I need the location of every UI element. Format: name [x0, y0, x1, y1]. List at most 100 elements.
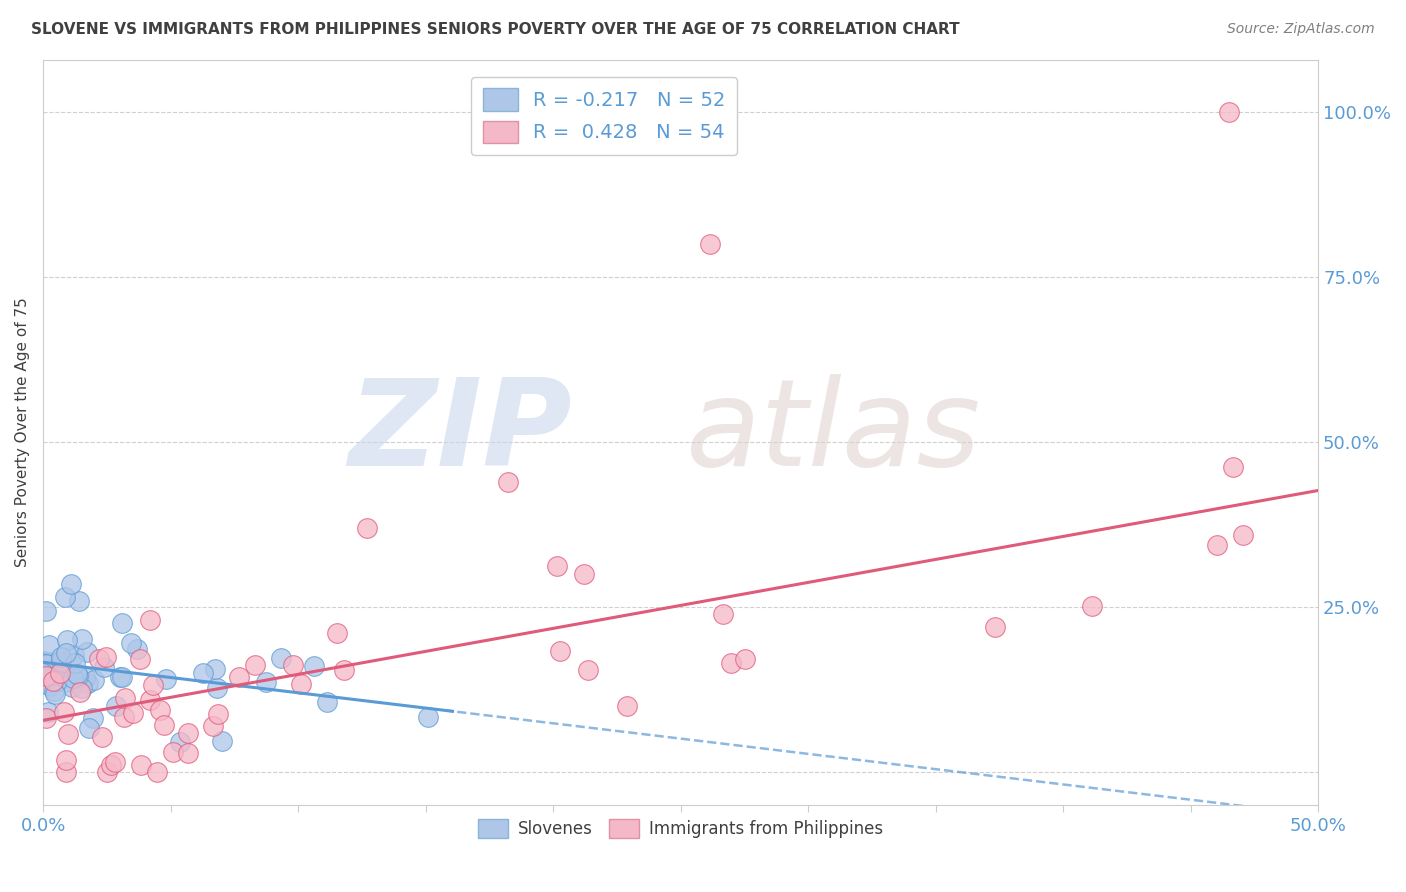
Point: [325, 625, 347, 640]
Point: [56, 727, 79, 741]
Point: [56, 633, 79, 648]
Point: [290, 677, 312, 691]
Point: [70, 681, 93, 695]
Point: [35, 669, 58, 683]
Point: [122, 706, 145, 721]
Point: [576, 663, 599, 677]
Point: [228, 670, 250, 684]
Point: [283, 657, 305, 672]
Point: [129, 652, 152, 666]
Point: [169, 735, 191, 749]
Point: [125, 641, 148, 656]
Point: [1205, 538, 1227, 552]
Point: [104, 756, 127, 770]
Point: [100, 757, 122, 772]
Point: [82, 711, 104, 725]
Point: [548, 644, 571, 658]
Point: [356, 521, 378, 535]
Point: [177, 726, 200, 740]
Point: [93, 660, 115, 674]
Point: [111, 616, 134, 631]
Point: [711, 607, 734, 621]
Point: [49, 655, 72, 669]
Point: [38, 638, 60, 652]
Point: [44, 687, 66, 701]
Point: [546, 558, 568, 573]
Point: [110, 670, 132, 684]
Point: [146, 765, 169, 780]
Point: [60, 680, 83, 694]
Point: [1081, 599, 1104, 613]
Point: [53, 665, 76, 679]
Point: [108, 670, 131, 684]
Point: [193, 665, 215, 680]
Legend: Slovenes, Immigrants from Philippines: Slovenes, Immigrants from Philippines: [471, 813, 890, 845]
Point: [1218, 105, 1240, 120]
Point: [333, 663, 356, 677]
Point: [41, 674, 63, 689]
Point: [699, 237, 721, 252]
Point: [66, 668, 89, 682]
Point: [87, 652, 110, 666]
Point: [734, 652, 756, 666]
Point: [55, 646, 77, 660]
Point: [120, 635, 142, 649]
Point: [162, 745, 184, 759]
Point: [114, 690, 136, 705]
Point: [94, 649, 117, 664]
Point: [48, 666, 70, 681]
Point: [91, 730, 114, 744]
Point: [984, 620, 1007, 634]
Point: [60, 577, 83, 591]
Point: [254, 674, 277, 689]
Point: [32, 666, 55, 681]
Point: [207, 706, 229, 721]
Point: [416, 710, 439, 724]
Point: [37, 705, 59, 719]
Point: [39, 655, 62, 669]
Point: [53, 705, 76, 719]
Point: [138, 613, 160, 627]
Point: [572, 567, 595, 582]
Point: [153, 717, 176, 731]
Point: [202, 719, 225, 733]
Point: [105, 698, 128, 713]
Point: [39, 679, 62, 693]
Point: [141, 677, 163, 691]
Point: [76, 644, 98, 658]
Point: [63, 648, 86, 662]
Point: [49, 650, 72, 665]
Point: [67, 594, 90, 608]
Point: [112, 710, 135, 724]
Point: [69, 685, 91, 699]
Point: [72, 632, 94, 646]
Text: SLOVENE VS IMMIGRANTS FROM PHILIPPINES SENIORS POVERTY OVER THE AGE OF 75 CORREL: SLOVENE VS IMMIGRANTS FROM PHILIPPINES S…: [31, 22, 959, 37]
Point: [149, 703, 172, 717]
Point: [1222, 460, 1244, 475]
Point: [65, 656, 87, 670]
Point: [243, 658, 266, 673]
Point: [66, 667, 89, 681]
Point: [316, 696, 339, 710]
Point: [211, 733, 233, 747]
Point: [35, 711, 58, 725]
Point: [35, 657, 58, 671]
Text: atlas: atlas: [686, 374, 981, 491]
Point: [83, 673, 105, 687]
Point: [205, 681, 228, 695]
Point: [42, 684, 65, 698]
Point: [96, 765, 118, 780]
Text: Source: ZipAtlas.com: Source: ZipAtlas.com: [1227, 22, 1375, 37]
Point: [77, 721, 100, 735]
Point: [53, 675, 76, 690]
Point: [62, 671, 84, 685]
Point: [155, 672, 177, 686]
Point: [496, 475, 519, 489]
Point: [35, 604, 58, 618]
Point: [75, 670, 97, 684]
Point: [77, 675, 100, 690]
Point: [270, 651, 292, 665]
Point: [55, 753, 77, 767]
Point: [32, 654, 55, 668]
Point: [131, 757, 153, 772]
